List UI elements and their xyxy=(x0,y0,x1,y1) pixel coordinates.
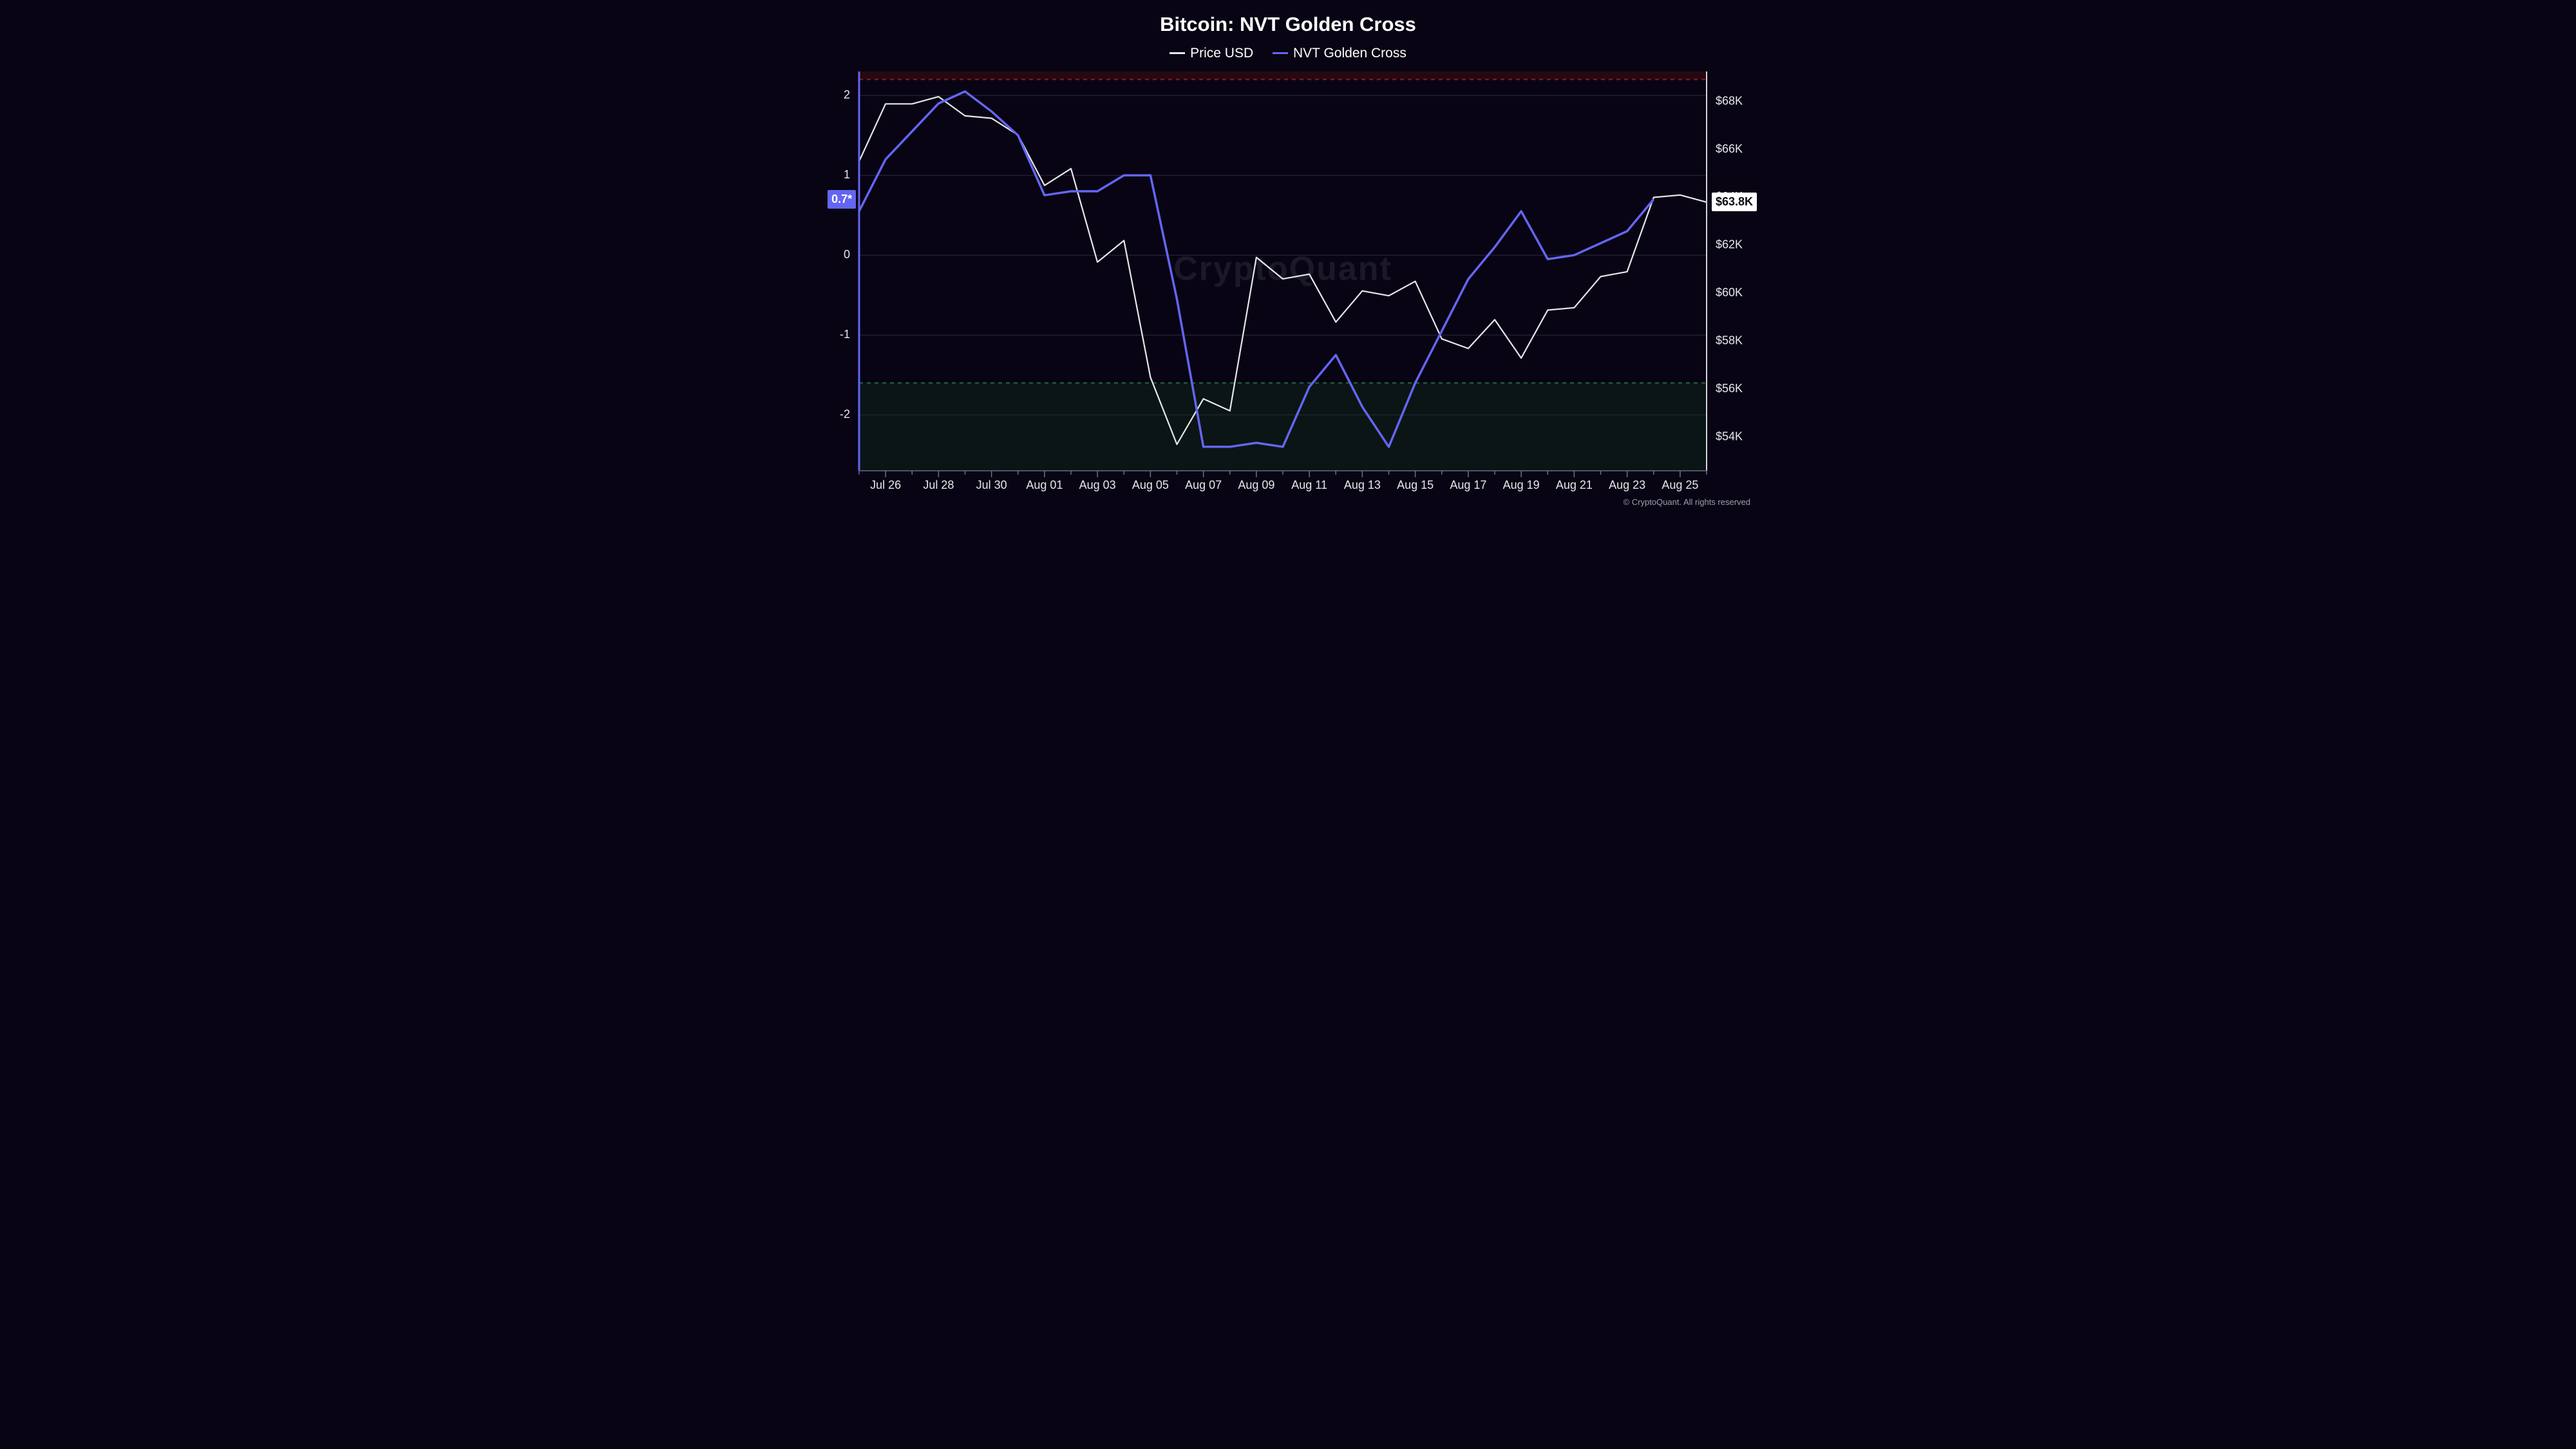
svg-text:0: 0 xyxy=(844,247,850,260)
plot-area: CryptoQuant -2 -1 0 1 2 $54K $56K $58K $60K $62K $6… xyxy=(819,71,1757,493)
chart-title: Bitcoin: NVT Golden Cross xyxy=(819,13,1757,36)
current-price-badge: $63.8K xyxy=(1712,193,1757,211)
svg-text:Aug 17: Aug 17 xyxy=(1450,478,1486,491)
current-nvt-badge: 0.7* xyxy=(828,190,856,209)
svg-text:$54K: $54K xyxy=(1716,430,1743,442)
svg-text:Aug 25: Aug 25 xyxy=(1662,478,1698,491)
svg-text:Jul 28: Jul 28 xyxy=(923,478,954,491)
footer-copyright: © CryptoQuant. All rights reserved xyxy=(819,493,1757,507)
svg-text:$60K: $60K xyxy=(1716,286,1743,299)
legend-swatch-price xyxy=(1170,52,1185,54)
svg-text:2: 2 xyxy=(844,88,850,100)
legend-item-price: Price USD xyxy=(1170,46,1253,61)
legend-label-price: Price USD xyxy=(1190,46,1253,61)
svg-text:Aug 19: Aug 19 xyxy=(1503,478,1540,491)
legend-swatch-nvt xyxy=(1273,52,1288,54)
svg-text:Aug 21: Aug 21 xyxy=(1556,478,1593,491)
svg-text:Aug 07: Aug 07 xyxy=(1185,478,1222,491)
chart-container: Bitcoin: NVT Golden Cross Price USD NVT … xyxy=(819,13,1757,507)
legend-label-nvt: NVT Golden Cross xyxy=(1293,46,1406,61)
svg-text:$62K: $62K xyxy=(1716,238,1743,251)
svg-text:-2: -2 xyxy=(840,407,850,420)
chart-svg: CryptoQuant -2 -1 0 1 2 $54K $56K $58K $60K $62K $6… xyxy=(819,71,1757,493)
svg-text:$66K: $66K xyxy=(1716,142,1743,155)
svg-text:Aug 01: Aug 01 xyxy=(1026,478,1063,491)
legend-item-nvt: NVT Golden Cross xyxy=(1273,46,1406,61)
svg-text:Aug 03: Aug 03 xyxy=(1079,478,1116,491)
svg-text:Aug 23: Aug 23 xyxy=(1609,478,1645,491)
svg-text:$58K: $58K xyxy=(1716,334,1743,346)
svg-text:$68K: $68K xyxy=(1716,94,1743,107)
svg-text:Aug 09: Aug 09 xyxy=(1238,478,1274,491)
svg-text:Aug 05: Aug 05 xyxy=(1132,478,1169,491)
legend: Price USD NVT Golden Cross xyxy=(819,43,1757,61)
svg-text:Aug 11: Aug 11 xyxy=(1291,478,1327,491)
svg-text:Jul 30: Jul 30 xyxy=(976,478,1007,491)
svg-text:Aug 13: Aug 13 xyxy=(1344,478,1381,491)
svg-text:$56K: $56K xyxy=(1716,382,1743,395)
svg-text:CryptoQuant: CryptoQuant xyxy=(1173,250,1392,287)
svg-text:1: 1 xyxy=(844,167,850,180)
svg-text:Jul 26: Jul 26 xyxy=(870,478,901,491)
svg-text:Aug 15: Aug 15 xyxy=(1397,478,1434,491)
svg-text:-1: -1 xyxy=(840,327,850,340)
